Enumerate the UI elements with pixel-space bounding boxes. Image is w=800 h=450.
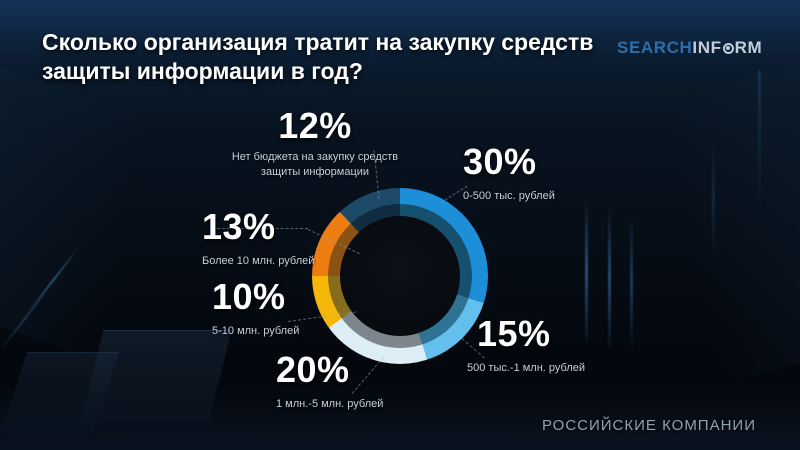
background-left-panel — [0, 54, 180, 386]
logo-text-search: SEARCH — [617, 38, 693, 57]
segment-callout-15: 15% 500 тыс.-1 млн. рублей — [467, 316, 585, 376]
segment-label: 500 тыс.-1 млн. рублей — [467, 362, 586, 374]
page-title: Сколько организация тратит на закупку ср… — [42, 29, 594, 85]
segment-percent: 10% — [212, 276, 286, 317]
background-neon-line — [585, 198, 588, 343]
donut-hole — [340, 216, 460, 336]
background-neon-line — [712, 140, 715, 260]
logo-text-rm: RM — [734, 38, 763, 57]
segment-percent: 15% — [477, 313, 551, 354]
segment-label: 0-500 тыс. рублей — [463, 190, 555, 202]
leader-line-13a — [212, 228, 308, 229]
segment-callout-30: 30% 0-500 тыс. рублей — [463, 144, 555, 204]
segment-percent: 30% — [463, 141, 537, 182]
searchinform-logo: SEARCH INF RM — [617, 38, 762, 58]
background-diagonal-streak — [0, 284, 52, 353]
background-crate — [0, 352, 120, 433]
segment-label: 1 млн.-5 млн. рублей — [276, 398, 384, 410]
footer-caption: РОССИЙСКИЕ КОМПАНИИ — [541, 417, 756, 434]
background-floor-shadow — [0, 380, 800, 450]
background-neon-line — [630, 214, 633, 352]
donut-chart — [312, 188, 488, 364]
segment-percent: 12% — [278, 105, 352, 146]
segment-callout-13: 13% Более 10 млн. рублей — [202, 209, 314, 269]
segment-label: 5-10 млн. рублей — [212, 325, 300, 337]
background-neon-line — [758, 70, 761, 220]
logo-text-inf: INF — [692, 38, 722, 57]
background-right-panel — [640, 51, 800, 409]
segment-percent: 20% — [276, 349, 350, 390]
segment-callout-20: 20% 1 млн.-5 млн. рублей — [276, 352, 383, 412]
segment-callout-12: 12% Нет бюджета на закупку средств защит… — [230, 108, 400, 180]
background-crate — [80, 330, 232, 423]
background-neon-line — [608, 206, 611, 348]
segment-percent: 13% — [202, 206, 276, 247]
segment-label: Нет бюджета на закупку средств защиты ин… — [231, 151, 399, 178]
segment-callout-10: 10% 5-10 млн. рублей — [212, 279, 299, 339]
logo-o-icon — [722, 42, 734, 54]
background-diagonal-streak — [26, 246, 80, 315]
segment-label: Более 10 млн. рублей — [202, 255, 315, 267]
